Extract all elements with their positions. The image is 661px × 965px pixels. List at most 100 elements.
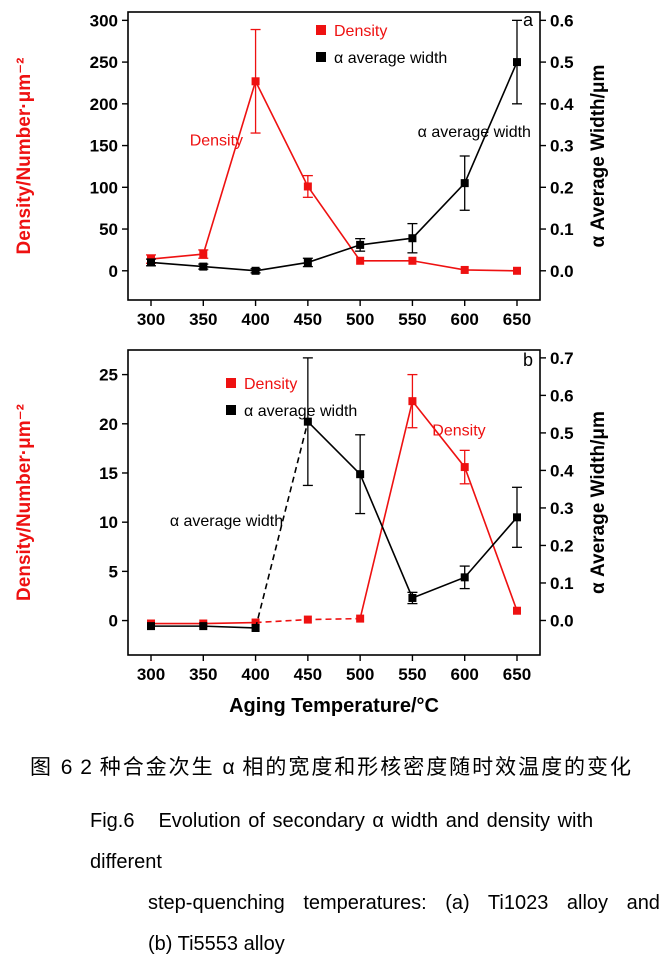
data-point-marker (147, 258, 156, 267)
x-tick-label: 450 (294, 665, 322, 684)
data-point-marker (199, 250, 208, 259)
data-point-marker (147, 622, 156, 631)
x-tick-label: 550 (398, 310, 426, 329)
x-tick-label: 550 (398, 665, 426, 684)
data-point-marker (251, 623, 260, 632)
curve-annotation: α average width (170, 513, 283, 530)
panel-label: a (523, 10, 534, 30)
x-tick-label: 500 (346, 665, 374, 684)
data-point-marker (356, 256, 365, 265)
caption-fig-number: Fig.6 (90, 810, 135, 832)
x-tick-label: 450 (294, 310, 322, 329)
left-tick-label: 200 (90, 95, 118, 114)
left-tick-label: 300 (90, 11, 118, 30)
left-tick-label: 150 (90, 137, 118, 156)
right-tick-label: 0.7 (550, 349, 574, 368)
right-tick-label: 0.1 (550, 220, 574, 239)
legend-label: α average width (244, 403, 357, 420)
panel-label: b (523, 350, 533, 370)
x-tick-label: 350 (189, 310, 217, 329)
left-axis-title: Density/Number·μm⁻² (14, 58, 35, 255)
data-point-marker (512, 606, 521, 615)
data-point-marker (408, 397, 417, 406)
x-tick-label: 650 (503, 310, 531, 329)
x-tick-label: 500 (346, 310, 374, 329)
left-axis-title: Density/Number·μm⁻² (14, 404, 35, 601)
right-tick-label: 0.5 (550, 424, 574, 443)
left-tick-label: 5 (109, 562, 118, 581)
chart-panel-a: 300 350 400 450 500 550 600 650 0 50 100 150 200 250 3… (14, 10, 609, 329)
data-point-marker (199, 622, 208, 631)
data-point-marker (199, 262, 208, 271)
left-tick-label: 25 (99, 366, 118, 385)
data-point-marker (356, 470, 365, 479)
right-tick-label: 0.0 (550, 262, 574, 281)
data-point-marker (251, 618, 260, 627)
right-tick-label: 0.0 (550, 611, 574, 630)
x-axis-title: Aging Temperature/°C (229, 695, 439, 717)
data-point-marker (303, 417, 312, 426)
legend-label: Density (244, 376, 297, 393)
data-point-marker (408, 256, 417, 265)
right-tick-label: 0.6 (550, 386, 574, 405)
data-point-marker (460, 179, 469, 188)
x-tick-label: 600 (451, 310, 479, 329)
x-tick-label: 300 (137, 665, 165, 684)
data-point-marker (356, 614, 365, 623)
data-point-marker (251, 77, 260, 86)
series-line (359, 399, 518, 619)
data-point-marker (303, 615, 312, 624)
caption-en-line3: (b) Ti5553 alloy (148, 933, 285, 955)
legend-label: Density (334, 23, 387, 40)
left-tick-label: 20 (99, 415, 118, 434)
caption-en-line2: step-quenching temperatures: (a) Ti1023 … (148, 892, 660, 914)
right-tick-label: 0.6 (550, 11, 574, 30)
right-tick-label: 0.5 (550, 53, 574, 72)
data-point-marker (408, 234, 417, 243)
right-axis-title: α Average Width/μm (588, 411, 609, 594)
chart-panel-b: 300 350 400 450 500 550 600 650 0 5 10 15 20 25 Densit… (14, 349, 609, 717)
data-point-marker (303, 258, 312, 267)
right-tick-label: 0.1 (550, 574, 574, 593)
right-axis-title: α Average Width/μm (588, 65, 609, 248)
series-line (150, 61, 518, 272)
right-tick-label: 0.3 (550, 137, 574, 156)
series-line (254, 421, 309, 629)
data-point-marker (512, 513, 521, 522)
plot-frame (127, 11, 541, 301)
figure-caption: 图 6 2 种合金次生 α 相的宽度和形核密度随时效温度的变化 Fig.6 Evo… (0, 753, 661, 965)
data-point-marker (460, 265, 469, 274)
legend-marker (316, 52, 326, 62)
left-tick-label: 250 (90, 53, 118, 72)
series-line (150, 79, 518, 272)
legend-label: α average width (334, 50, 447, 67)
data-point-marker (251, 266, 260, 275)
x-tick-label: 650 (503, 665, 531, 684)
data-point-marker (460, 573, 469, 582)
caption-chinese: 图 6 2 种合金次生 α 相的宽度和形核密度随时效温度的变化 (30, 756, 631, 779)
right-tick-label: 0.2 (550, 178, 574, 197)
x-tick-label: 400 (241, 310, 269, 329)
right-tick-label: 0.4 (550, 461, 574, 480)
left-tick-label: 100 (90, 178, 118, 197)
series-line (307, 421, 518, 600)
data-point-marker (408, 593, 417, 602)
x-tick-label: 350 (189, 665, 217, 684)
data-point-marker (512, 58, 521, 67)
caption-en-line1-text: Evolution of secondary α width and densi… (90, 810, 594, 873)
left-tick-label: 50 (99, 220, 118, 239)
caption-en-line1: Fig.6 Evolution of secondary α width and … (90, 801, 661, 883)
right-tick-label: 0.2 (550, 536, 574, 555)
right-tick-label: 0.3 (550, 499, 574, 518)
left-tick-label: 15 (99, 464, 118, 483)
legend-marker (316, 25, 326, 35)
data-point-marker (303, 182, 312, 191)
x-tick-label: 600 (451, 665, 479, 684)
x-tick-label: 300 (137, 310, 165, 329)
legend-marker (226, 378, 236, 388)
curve-annotation: α average width (418, 124, 531, 141)
plot-frame (127, 349, 541, 656)
left-tick-label: 10 (99, 513, 118, 532)
caption-english: Fig.6 Evolution of secondary α width and … (0, 801, 661, 965)
